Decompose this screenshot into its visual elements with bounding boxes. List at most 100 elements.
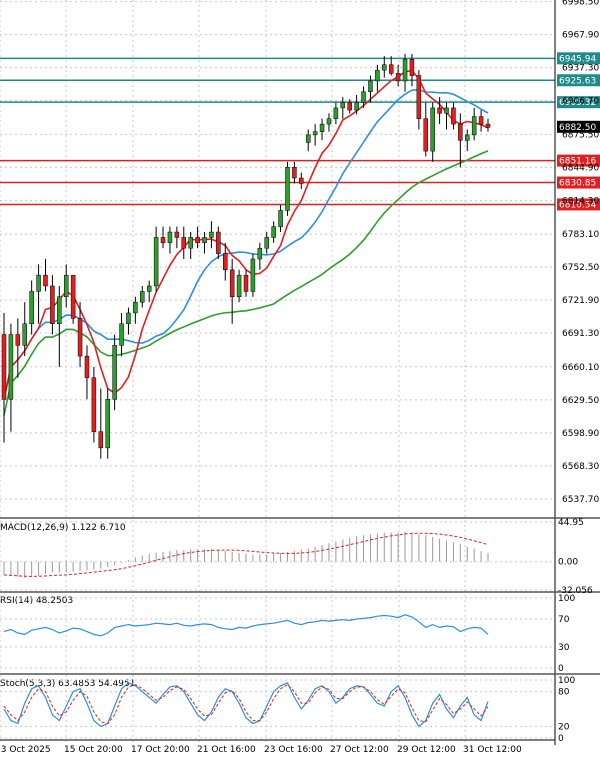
candle-bull [361, 91, 366, 103]
candle-bear [91, 377, 97, 432]
time-tick-label: 23 Oct 16:00 [264, 745, 323, 755]
candle-bull [209, 231, 214, 238]
price-tick-label: 6998.50 [562, 0, 599, 8]
candle-bear [216, 231, 221, 254]
level-tag-resistance [557, 96, 600, 109]
candle-bull [133, 301, 138, 314]
candle-bull [382, 64, 387, 71]
level-tag-text: 6810.54 [559, 200, 596, 210]
price-tick-label: 6691.30 [562, 329, 599, 339]
candle-bull [375, 69, 380, 82]
time-tick-label: 21 Oct 16:00 [197, 745, 256, 755]
level-tag-text: 6830.85 [559, 179, 596, 189]
candle-bull [354, 102, 359, 111]
level-tag-text: 6905.32 [559, 98, 596, 108]
rsi-tick-label: 70 [558, 615, 570, 625]
candle-bull [57, 296, 62, 325]
candle-bull [22, 323, 27, 346]
candle-bull [312, 131, 318, 136]
ma-slow-line [3, 150, 489, 416]
candle-bull [36, 274, 41, 292]
candle-bear [347, 102, 352, 111]
macd-tick-label: 0.00 [558, 558, 578, 568]
candle-bear [84, 355, 90, 378]
support-resistance-levels: 6945.94 6925.63 6905.32 6851.16 6830.85 6810.… [0, 52, 600, 211]
time-tick-label: 17 Oct 20:00 [131, 745, 190, 755]
time-tick-label: 13 Oct 2025 [0, 745, 51, 755]
candle-bull [471, 116, 477, 136]
candle-bull [250, 258, 256, 292]
candle-bull [430, 107, 435, 152]
candle-bear [43, 274, 48, 287]
candle-bull [271, 226, 276, 238]
macd-tick-label: -32.056 [558, 586, 593, 596]
ma-fast-line [3, 69, 489, 400]
candle-bear [174, 231, 180, 238]
candle-bull [340, 102, 346, 109]
moving-averages [3, 69, 489, 416]
candle-bull [188, 237, 193, 249]
price-tick-label: 6537.70 [562, 495, 599, 505]
time-tick-label: 15 Oct 20:00 [64, 745, 123, 755]
ma-mid-line [3, 88, 489, 400]
time-axis: 13 Oct 2025 15 Oct 20:00 17 Oct 20:00 21 Oc… [0, 739, 555, 755]
candle-bear [1, 334, 7, 400]
candle-bull [326, 118, 332, 125]
candle-bull [257, 247, 263, 260]
candle-bear [451, 107, 456, 125]
price-tick-label: 6568.30 [562, 462, 599, 472]
stoch-title: Stoch(5,3,3) 63.4853 54.4951 [0, 679, 135, 689]
current-price-text: 6882.50 [559, 123, 596, 133]
level-tag-resistance [557, 52, 600, 65]
candle-bear [478, 116, 484, 125]
candle-bull [140, 291, 145, 303]
stoch-d-line [3, 684, 489, 725]
candle-bear [416, 75, 422, 119]
rsi-panel: RSI(14) 48.2503 100 70 30 0 [0, 594, 600, 675]
candle-bear [485, 123, 491, 128]
level-tag-text: 6851.16 [559, 157, 596, 167]
candle-bear [195, 237, 200, 244]
candle-bear [223, 253, 228, 271]
candle-bull [285, 167, 290, 211]
candle-bull [465, 134, 470, 141]
price-tick-label: 6752.50 [562, 263, 599, 273]
rsi-line [3, 614, 489, 637]
level-tag-resistance [557, 74, 600, 87]
candle-bull [402, 59, 408, 82]
rsi-tick-label: 0 [558, 664, 564, 674]
price-tick-label: 6660.10 [562, 363, 599, 373]
candle-bear [423, 118, 429, 152]
candle-bull [167, 231, 173, 244]
candle-bull [146, 285, 152, 292]
stoch-tick-label: 0 [558, 734, 564, 744]
candle-bull [305, 134, 311, 143]
candle-bear [181, 237, 187, 249]
price-tick-label: 6783.10 [562, 230, 599, 240]
current-price-tag [557, 120, 600, 133]
candle-bear [409, 59, 415, 76]
candle-bear [388, 64, 394, 74]
candle-bear [437, 107, 442, 114]
candlesticks [1, 53, 491, 459]
candle-bear [292, 167, 297, 179]
stoch-panel: Stoch(5,3,3) 63.4853 54.4951 100 80 20 0 [0, 676, 575, 744]
candle-bear [77, 318, 83, 357]
candle-bull [264, 237, 269, 249]
price-tick-label: 6906.70 [562, 97, 599, 107]
candle-bull [105, 399, 110, 449]
candle-bull [368, 80, 373, 92]
candle-bear [50, 285, 55, 324]
stoch-k-line [3, 682, 489, 728]
time-tick-label: 27 Oct 12:00 [330, 745, 389, 755]
macd-signal-line [3, 532, 489, 577]
level-tag-support [557, 198, 600, 211]
candle-bull [153, 237, 159, 287]
candle-bull [119, 323, 124, 346]
candle-bear [15, 334, 21, 346]
price-tick-label: 6629.50 [562, 396, 599, 406]
stoch-tick-label: 80 [558, 688, 570, 698]
main-panel-grid [0, 0, 555, 745]
macd-title: MACD(12,26,9) 1.122 6.710 [0, 523, 126, 533]
